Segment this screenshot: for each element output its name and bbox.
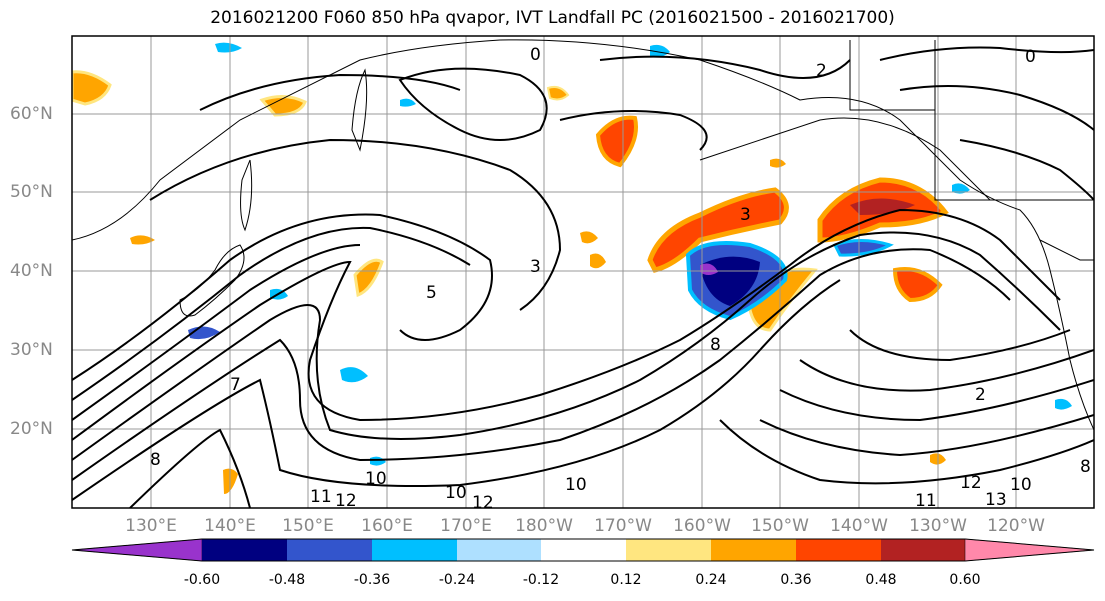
lon-label: 130°E <box>125 516 177 536</box>
colorbar-tick: -0.60 <box>183 572 221 588</box>
lon-label: 120°W <box>987 516 1045 536</box>
lon-label: 130°W <box>909 516 967 536</box>
colorbar-tick: 0.36 <box>780 572 812 588</box>
contour-label: 0 <box>1025 47 1036 67</box>
lon-label: 140°W <box>830 516 888 536</box>
lon-label: 170°W <box>594 516 652 536</box>
map-area <box>72 36 1094 508</box>
contour-labels: 0 2 0 3 5 3 2 7 8 10 10 11 12 12 10 10 1… <box>150 45 1091 513</box>
colorbar-tick: 0.60 <box>949 572 981 588</box>
colorbar-segment <box>881 539 965 561</box>
graticule <box>72 36 1094 508</box>
colorbar-tick: -0.36 <box>353 572 391 588</box>
lon-label: 150°E <box>282 516 334 536</box>
colorbar-segment <box>287 539 372 561</box>
contour-label: 2 <box>975 385 986 405</box>
lat-label: 50°N <box>10 182 53 202</box>
lon-label: 180°W <box>515 516 573 536</box>
lat-label: 60°N <box>10 104 53 124</box>
contour-lines <box>72 46 1094 508</box>
contour-label: 3 <box>740 205 751 225</box>
contour-label: 10 <box>445 483 467 503</box>
lon-label: 160°E <box>361 516 413 536</box>
colorbar-segment <box>457 539 541 561</box>
contour-label: 12 <box>472 493 494 513</box>
colorbar-segment <box>71 538 203 562</box>
lon-label: 140°E <box>204 516 256 536</box>
contour-label: 10 <box>1010 475 1032 495</box>
contour-label: 2 <box>816 61 827 81</box>
contour-label: 5 <box>426 283 437 303</box>
contour-label: 7 <box>230 375 241 395</box>
lat-label: 40°N <box>10 261 53 281</box>
contour-label: 13 <box>985 490 1007 510</box>
colorbar-tick: -0.24 <box>438 572 476 588</box>
contour-label: 10 <box>365 469 387 489</box>
colorbar <box>71 538 1095 562</box>
colorbar-segment <box>626 539 711 561</box>
contour-label: 0 <box>530 45 541 65</box>
map-title: 2016021200 F060 850 hPa qvapor, IVT Land… <box>210 8 895 28</box>
lat-label: 20°N <box>10 419 53 439</box>
colorbar-tick: -0.12 <box>522 572 560 588</box>
colorbar-segment <box>372 539 457 561</box>
contour-label: 12 <box>335 491 357 511</box>
contour-label: 10 <box>565 475 587 495</box>
coastlines <box>72 39 1094 431</box>
colorbar-tick: -0.48 <box>268 572 306 588</box>
colorbar-segment <box>964 538 1095 562</box>
colorbar-segment <box>796 539 881 561</box>
contour-label: 8 <box>150 450 161 470</box>
colorbar-tick: 0.24 <box>695 572 727 588</box>
colorbar-segment <box>541 539 626 561</box>
contour-label: 3 <box>530 257 541 277</box>
colorbar-segment <box>711 539 796 561</box>
contour-label: 8 <box>710 335 721 355</box>
contour-label: 8 <box>1080 457 1091 477</box>
colorbar-tick: 0.48 <box>865 572 897 588</box>
colorbar-tick: 0.12 <box>610 572 642 588</box>
lon-label: 150°W <box>751 516 809 536</box>
lon-label: 170°E <box>440 516 492 536</box>
lon-label: 160°W <box>673 516 731 536</box>
contour-label: 11 <box>310 487 332 507</box>
contour-label: 11 <box>915 491 937 511</box>
colorbar-segment <box>202 539 287 561</box>
map-border <box>71 35 1095 509</box>
lat-label: 30°N <box>10 340 53 360</box>
contour-label: 12 <box>960 473 982 493</box>
